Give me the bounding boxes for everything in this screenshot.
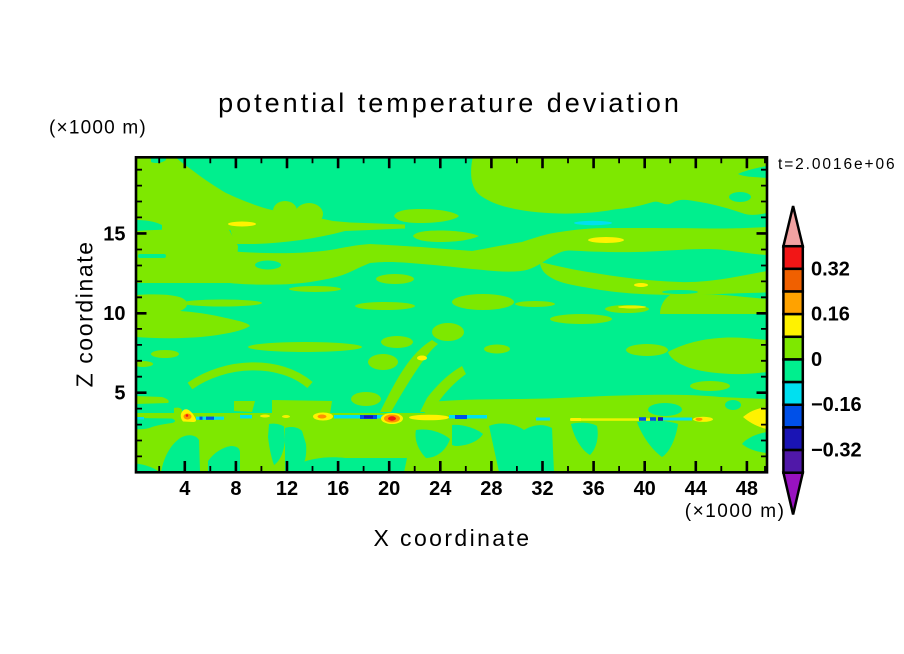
svg-text:15: 15 xyxy=(103,223,125,245)
svg-text:28: 28 xyxy=(480,478,502,500)
svg-text:(×1000 m): (×1000 m) xyxy=(49,118,147,139)
svg-text:0: 0 xyxy=(811,349,822,371)
svg-text:5: 5 xyxy=(114,383,125,405)
svg-text:potential temperature deviatio: potential temperature deviation xyxy=(218,88,682,118)
svg-text:−0.16: −0.16 xyxy=(811,394,862,416)
svg-text:48: 48 xyxy=(736,478,758,500)
svg-text:8: 8 xyxy=(230,478,241,500)
svg-text:0.16: 0.16 xyxy=(811,304,850,326)
svg-text:−0.32: −0.32 xyxy=(811,440,862,462)
svg-text:32: 32 xyxy=(531,478,553,500)
svg-text:24: 24 xyxy=(429,478,452,500)
svg-text:16: 16 xyxy=(327,478,349,500)
svg-text:X coordinate: X coordinate xyxy=(374,525,532,551)
svg-text:(×1000 m): (×1000 m) xyxy=(685,501,786,522)
svg-text:Z coordinate: Z coordinate xyxy=(72,240,98,387)
svg-text:40: 40 xyxy=(634,478,656,500)
svg-text:t=2.0016e+06: t=2.0016e+06 xyxy=(778,156,896,173)
svg-text:44: 44 xyxy=(685,478,708,500)
svg-text:12: 12 xyxy=(276,478,298,500)
svg-text:4: 4 xyxy=(179,478,191,500)
svg-text:36: 36 xyxy=(582,478,604,500)
svg-text:0.32: 0.32 xyxy=(811,258,850,280)
svg-text:20: 20 xyxy=(378,478,400,500)
svg-text:10: 10 xyxy=(103,303,125,325)
